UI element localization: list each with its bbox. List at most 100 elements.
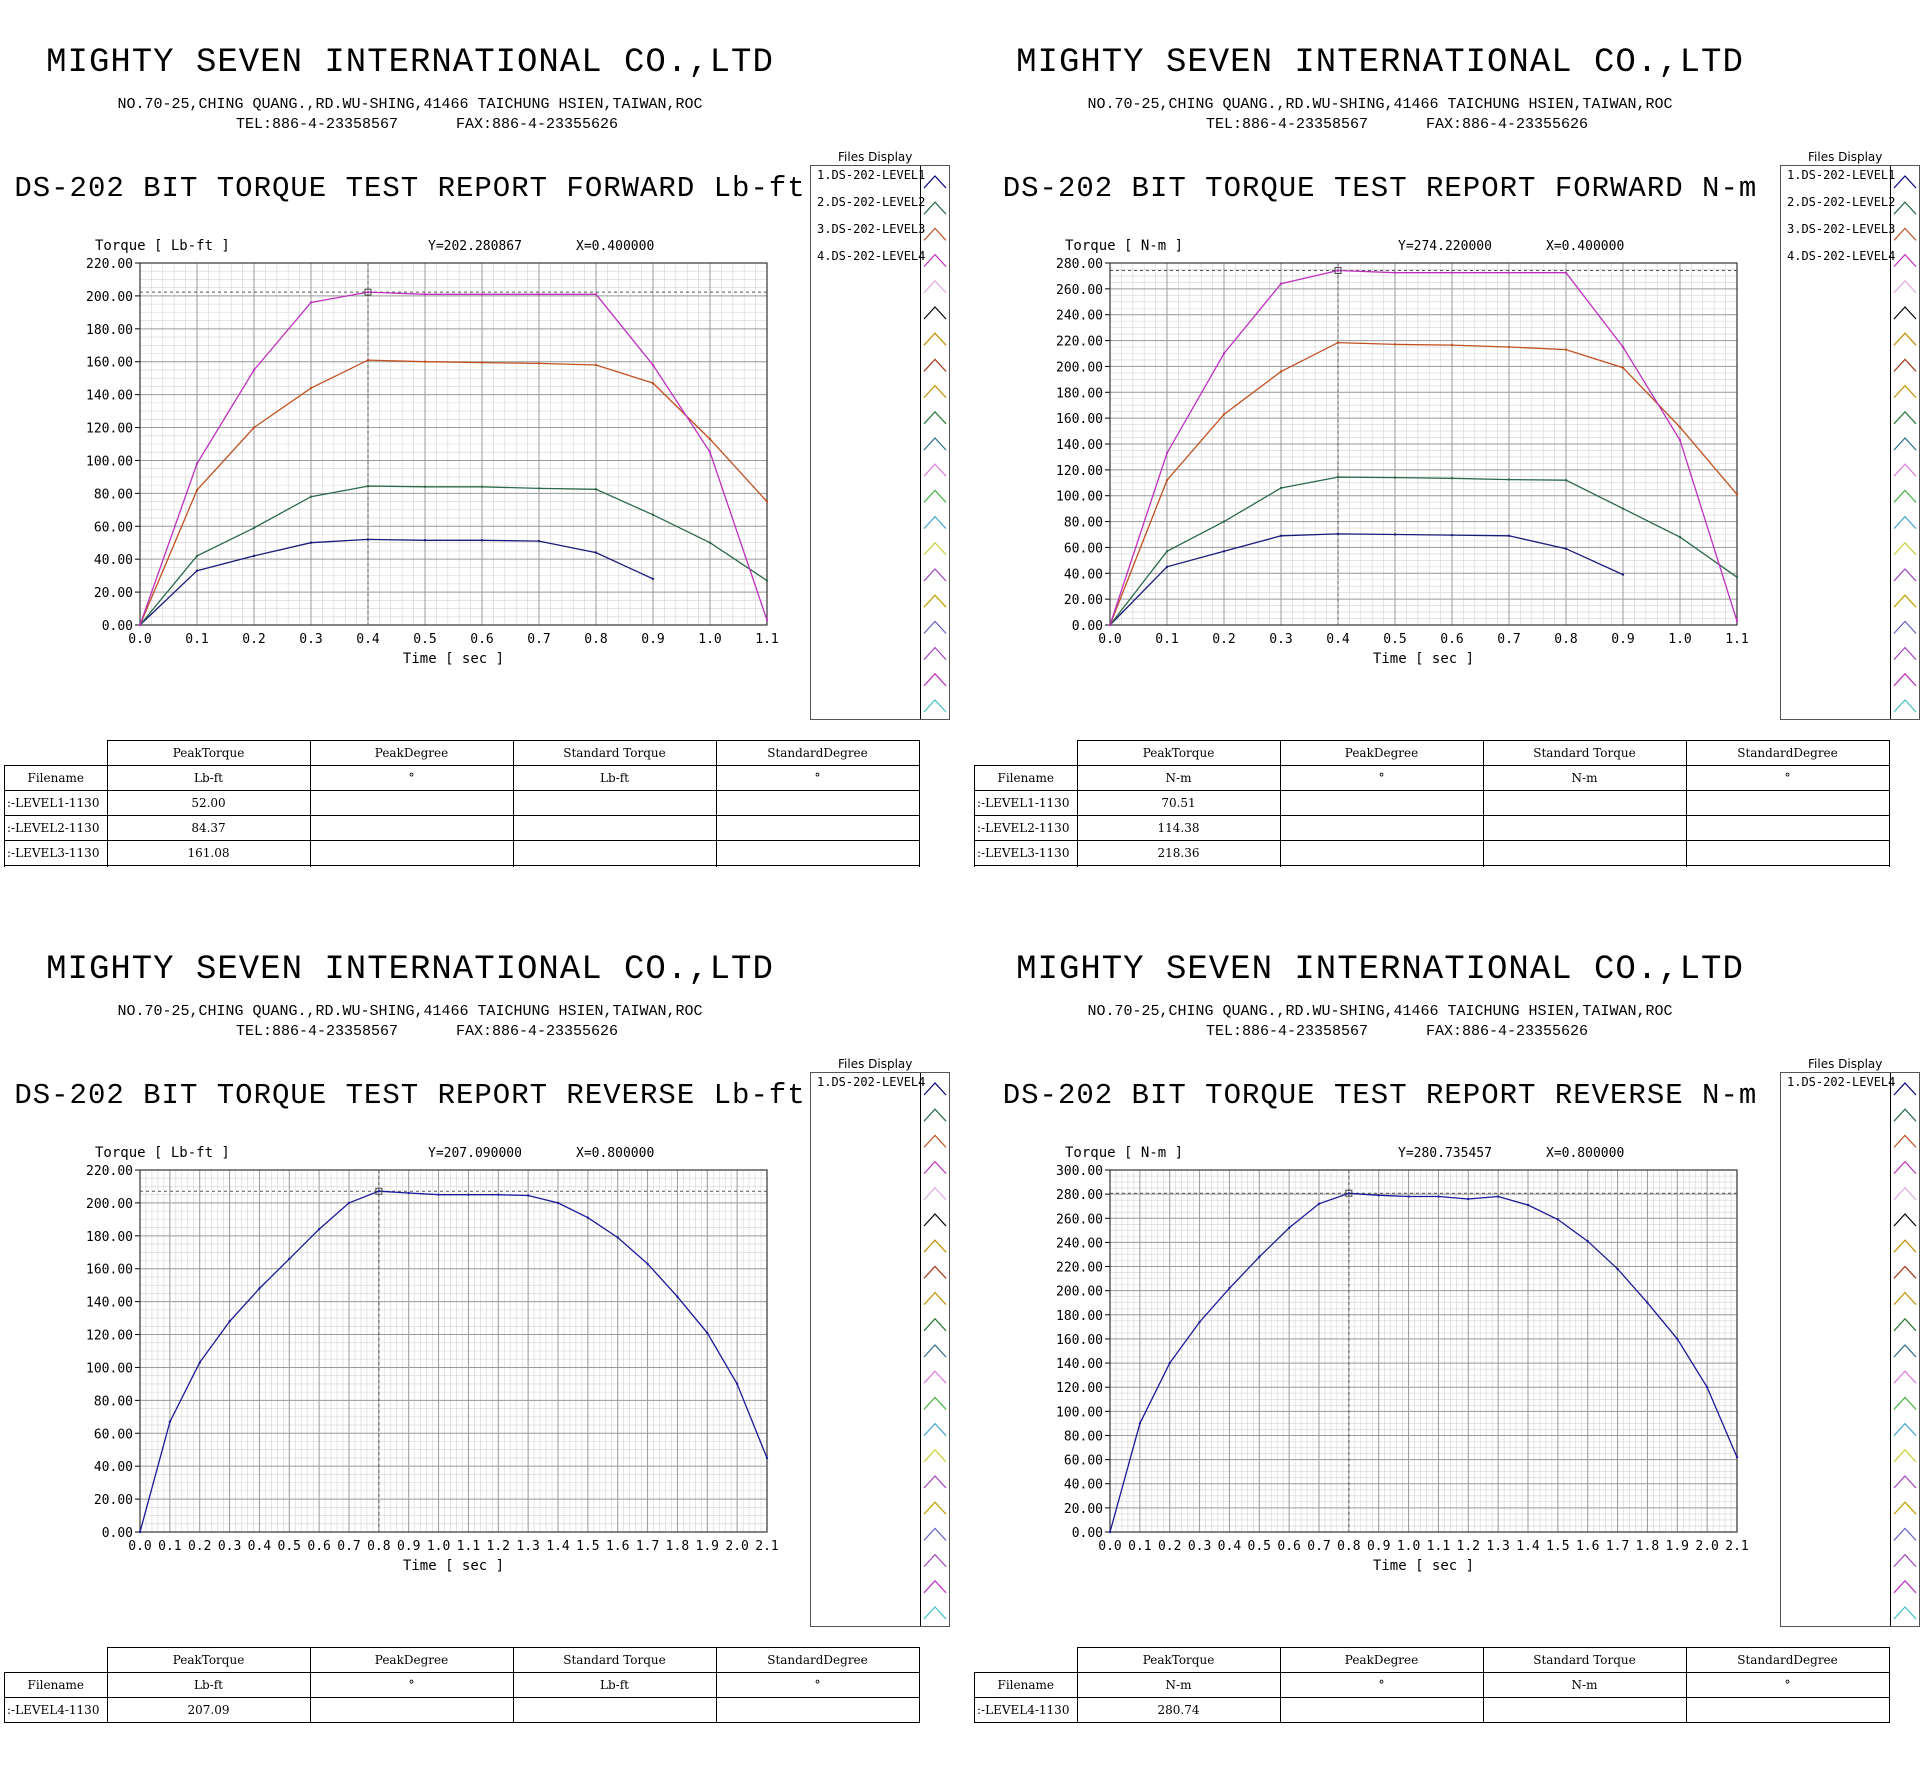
y-tick-label: 80.00	[1064, 516, 1103, 531]
table-row: :-LEVEL3-1130 161.08	[4, 840, 920, 866]
data-point	[423, 539, 427, 542]
legend-color-swatch	[923, 1344, 947, 1358]
y-tick-label: 0.00	[102, 619, 133, 634]
data-point	[1393, 343, 1397, 346]
file-entry[interactable]: 4.DS-202-LEVEL4	[817, 249, 926, 263]
legend-color-swatch	[923, 515, 947, 530]
data-point	[252, 554, 256, 558]
file-entry[interactable]: 2.DS-202-LEVEL2	[1787, 195, 1896, 209]
file-entry[interactable]: 1.DS-202-LEVEL4	[817, 1075, 926, 1089]
x-tick-label: 0.2	[1158, 1539, 1181, 1554]
column-header: PeakDegree	[1279, 1647, 1484, 1673]
legend-color-swatch	[923, 1082, 947, 1096]
column-header: PeakTorque	[106, 740, 311, 766]
y-tick-label: 20.00	[94, 586, 133, 601]
data-point	[765, 500, 769, 503]
x-tick-label: 1.1	[1725, 632, 1748, 647]
data-point	[1165, 479, 1169, 482]
legend-color-swatch	[1893, 437, 1917, 451]
data-point	[423, 360, 427, 363]
company-name: MIGHTY SEVEN INTERNATIONAL CO.,LTD	[46, 951, 774, 989]
data-point	[437, 1193, 440, 1196]
data-point	[651, 381, 655, 385]
legend-color-swatch	[1893, 253, 1917, 268]
y-tick-label: 80.00	[94, 487, 133, 502]
cursor-x-readout: X=0.800000	[1546, 1146, 1624, 1161]
data-point	[1564, 348, 1568, 351]
legend-color-swatch	[1893, 306, 1917, 320]
legend-color-swatch	[923, 1553, 947, 1568]
file-entry[interactable]: 1.DS-202-LEVEL1	[817, 168, 926, 182]
legend-color-swatch	[1893, 541, 1917, 556]
legend-color-swatch	[923, 1579, 947, 1594]
y-tick-label: 60.00	[94, 1427, 133, 1442]
cursor-marker	[364, 288, 372, 296]
row-standard-degree	[715, 865, 920, 867]
legend-color-swatch	[923, 306, 947, 320]
plot-frame	[1109, 1169, 1738, 1533]
series-line-1	[1109, 1192, 1738, 1533]
data-point	[138, 623, 142, 627]
y-tick-label: 160.00	[86, 356, 133, 371]
data-point	[1616, 1267, 1619, 1271]
legend-color-swatch	[1893, 672, 1917, 687]
x-tick-label: 1.4	[1516, 1539, 1540, 1554]
files-display-list[interactable]: 1.DS-202-LEVEL4	[810, 1072, 950, 1627]
legend-color-swatch	[923, 332, 947, 346]
x-tick-label: 1.0	[427, 1539, 450, 1554]
file-entry[interactable]: 1.DS-202-LEVEL1	[1787, 168, 1896, 182]
files-display-list[interactable]: 1.DS-202-LEVEL1 2.DS-202-LEVEL2 3.DS-202-L…	[810, 165, 950, 720]
file-entry[interactable]: 3.DS-202-LEVEL3	[817, 222, 926, 236]
file-entry[interactable]: 3.DS-202-LEVEL3	[1787, 222, 1896, 236]
torque-chart: Torque [ Lb-ft ] Y=202.280867 X=0.400000 0.…	[86, 238, 779, 667]
data-point	[706, 1331, 709, 1335]
company-address: NO.70-25,CHING QUANG.,RD.WU-SHING,41466 …	[1087, 96, 1673, 113]
legend-color-swatch	[1893, 594, 1917, 608]
legend-color-swatch	[1893, 410, 1917, 425]
color-legend-strip	[1890, 166, 1919, 719]
legend-color-swatch	[1893, 1186, 1917, 1201]
y-axis-label: Torque [ N-m ]	[1065, 238, 1183, 254]
data-point	[1198, 1320, 1201, 1324]
files-display-list[interactable]: 1.DS-202-LEVEL1 2.DS-202-LEVEL2 3.DS-202-L…	[1780, 165, 1920, 720]
row-peak-degree	[1279, 840, 1484, 866]
file-entry[interactable]: 1.DS-202-LEVEL4	[1787, 1075, 1896, 1089]
unit-cell: Lb-ft	[512, 1672, 717, 1698]
table-row: :-LEVEL3-1130 218.36	[974, 840, 1890, 866]
legend-color-swatch	[923, 1108, 947, 1122]
data-point	[1279, 486, 1283, 490]
data-point	[1108, 1530, 1112, 1534]
y-tick-label: 100.00	[86, 1361, 133, 1376]
x-tick-label: 0.0	[1098, 1539, 1121, 1554]
file-entry[interactable]: 4.DS-202-LEVEL4	[1787, 249, 1896, 263]
data-point	[1678, 425, 1682, 429]
data-point	[651, 513, 655, 516]
file-entry[interactable]: 2.DS-202-LEVEL2	[817, 195, 926, 209]
files-display-list[interactable]: 1.DS-202-LEVEL4	[1780, 1072, 1920, 1627]
x-axis-label: Time [ sec ]	[403, 651, 504, 667]
x-tick-label: 2.1	[1725, 1539, 1748, 1554]
legend-color-swatch	[923, 1527, 947, 1541]
column-header: PeakDegree	[309, 740, 514, 766]
row-standard-torque	[512, 840, 717, 866]
data-point	[1336, 475, 1340, 479]
unit-cell: N-m	[1482, 765, 1687, 791]
data-point	[708, 437, 712, 441]
legend-color-swatch	[923, 672, 947, 687]
degree-unit-cell: °	[1279, 1672, 1484, 1698]
column-header: PeakDegree	[1279, 740, 1484, 766]
x-tick-label: 2.1	[755, 1539, 778, 1554]
y-tick-label: 260.00	[1056, 283, 1103, 298]
y-tick-label: 160.00	[86, 1263, 133, 1278]
table-row: :-LEVEL4-1130274.22	[974, 865, 1890, 867]
legend-color-swatch	[1893, 332, 1917, 346]
y-tick-label: 0.00	[102, 1526, 133, 1541]
data-point	[366, 484, 370, 488]
row-filename: :-LEVEL1-1130	[4, 790, 108, 816]
x-tick-label: 0.3	[1188, 1539, 1211, 1554]
legend-color-swatch	[1893, 1553, 1917, 1568]
data-point	[586, 1216, 590, 1219]
y-tick-label: 40.00	[1064, 567, 1103, 582]
x-tick-label: 0.8	[584, 632, 607, 647]
series-line-4	[1109, 269, 1738, 626]
